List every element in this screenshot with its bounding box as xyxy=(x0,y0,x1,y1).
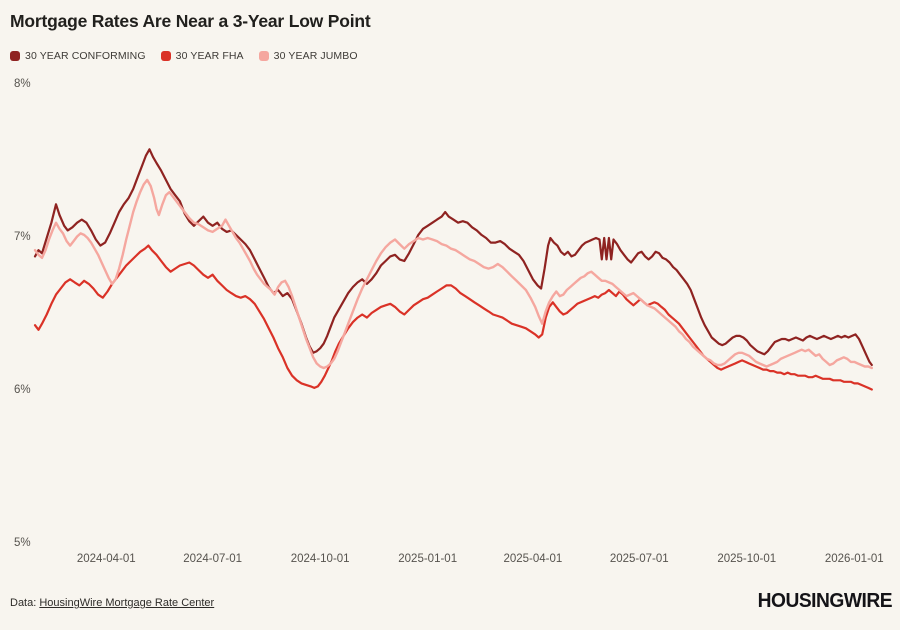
y-tick-label: 7% xyxy=(14,231,31,243)
legend-swatch-conforming-icon xyxy=(10,51,20,61)
x-tick-label: 2024-04-01 xyxy=(76,553,136,565)
legend: 30 YEAR CONFORMING 30 YEAR FHA 30 YEAR J… xyxy=(10,50,358,62)
series-line-fha xyxy=(33,244,873,391)
x-tick-label: 2024-10-01 xyxy=(290,553,350,565)
y-tick-label: 5% xyxy=(14,537,31,549)
legend-swatch-jumbo-icon xyxy=(258,51,269,61)
legend-label-conforming: 30 YEAR CONFORMING xyxy=(25,50,146,62)
data-source: Data: HousingWire Mortgage Rate Center xyxy=(10,597,214,609)
y-tick-label: 6% xyxy=(14,384,31,396)
y-tick-label: 8% xyxy=(14,78,31,90)
legend-item-jumbo: 30 YEAR JUMBO xyxy=(258,50,358,62)
x-tick-label: 2026-01-01 xyxy=(824,553,884,565)
legend-item-conforming: 30 YEAR CONFORMING xyxy=(10,50,146,62)
housingwire-logo: HOUSINGWIRE xyxy=(757,590,893,612)
legend-swatch-fha-icon xyxy=(160,51,171,61)
series-line-jumbo xyxy=(33,178,873,370)
legend-label-fha: 30 YEAR FHA xyxy=(175,50,244,62)
x-tick-label: 2025-10-01 xyxy=(717,553,777,565)
x-tick-label: 2025-04-01 xyxy=(503,553,563,565)
data-source-prefix: Data: xyxy=(10,597,40,609)
legend-item-fha: 30 YEAR FHA xyxy=(160,50,244,62)
chart-title: Mortgage Rates Are Near a 3-Year Low Poi… xyxy=(10,11,371,31)
legend-label-jumbo: 30 YEAR JUMBO xyxy=(273,50,358,62)
x-tick-label: 2025-01-01 xyxy=(398,553,458,565)
series-line-conforming xyxy=(33,148,873,367)
x-tick-label: 2024-07-01 xyxy=(183,553,243,565)
data-source-link[interactable]: HousingWire Mortgage Rate Center xyxy=(39,597,215,609)
x-tick-label: 2025-07-01 xyxy=(609,553,669,565)
